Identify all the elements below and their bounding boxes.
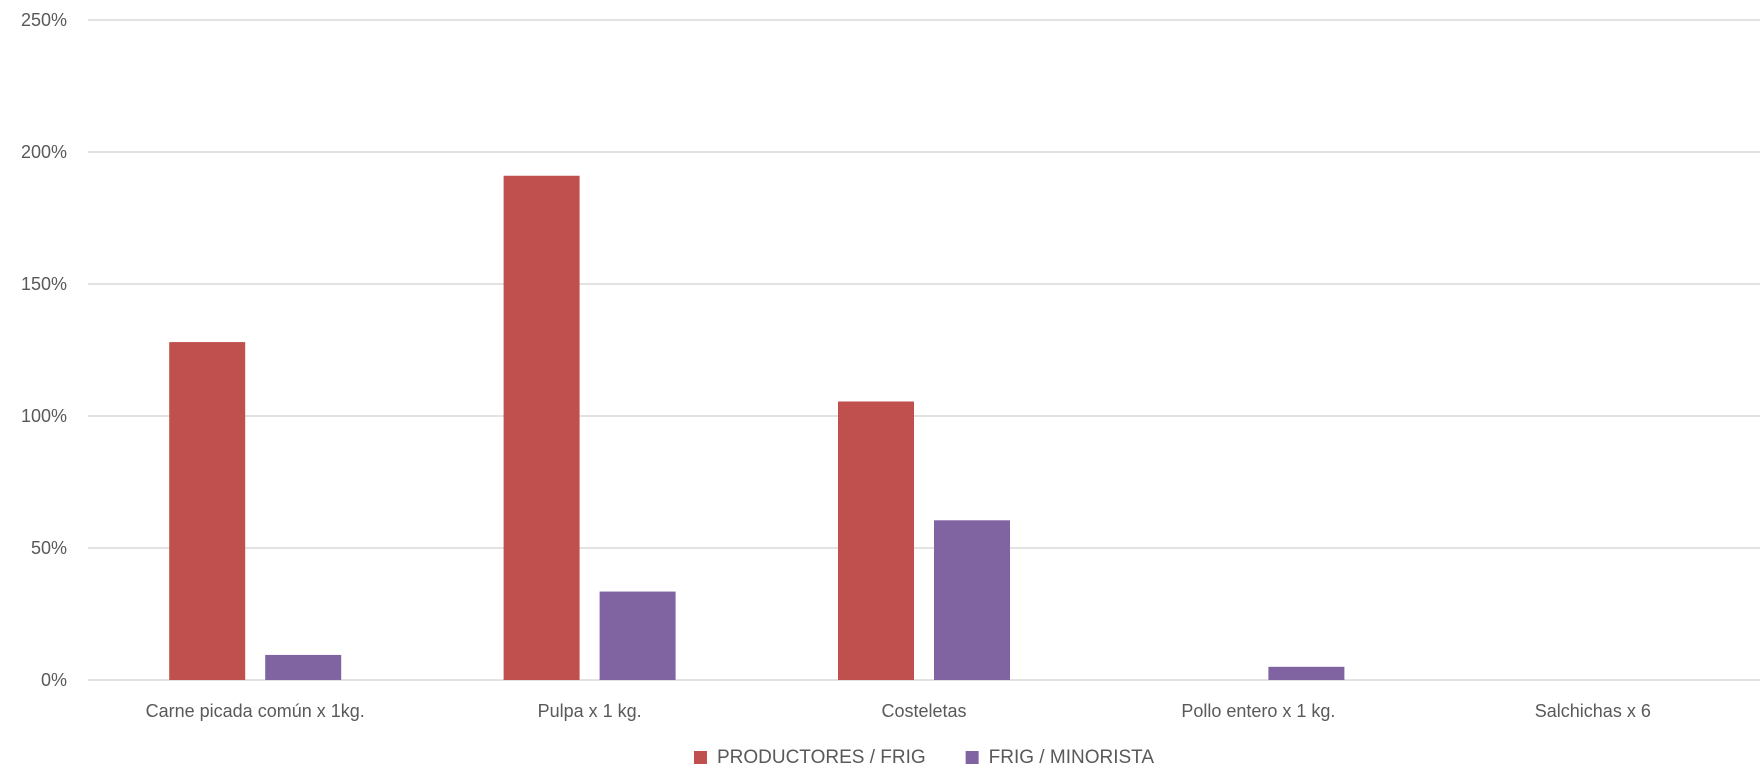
gridlines xyxy=(88,19,1760,681)
y-tick-label: 200% xyxy=(21,142,67,162)
bar xyxy=(265,654,342,680)
y-tick-label: 50% xyxy=(31,538,67,558)
x-axis-category-labels: Carne picada común x 1kg. Pulpa x 1 kg. Co… xyxy=(146,701,1651,721)
bar xyxy=(1268,666,1345,680)
y-tick-label: 100% xyxy=(21,406,67,426)
y-tick-label: 0% xyxy=(41,670,67,690)
bar xyxy=(838,401,914,680)
y-tick-label: 150% xyxy=(21,274,67,294)
bar xyxy=(934,520,1010,680)
x-category-label: Pulpa x 1 kg. xyxy=(538,701,642,721)
x-category-label: Carne picada común x 1kg. xyxy=(146,701,365,721)
bars xyxy=(169,175,1345,680)
x-category-label: Costeletas xyxy=(881,701,966,721)
legend-label: FRIG / MINORISTA xyxy=(989,747,1155,768)
bar xyxy=(503,175,580,680)
legend-label: PRODUCTORES / FRIG xyxy=(717,747,926,768)
x-category-label: Pollo entero x 1 kg. xyxy=(1181,701,1335,721)
legend-swatch xyxy=(693,751,707,764)
legend-swatch xyxy=(965,751,979,764)
y-tick-label: 250% xyxy=(21,10,67,30)
bar xyxy=(169,342,246,680)
y-axis-tick-labels: 0% 50% 100% 150% 200% 250% xyxy=(21,10,67,690)
legend: PRODUCTORES / FRIG FRIG / MINORISTA xyxy=(693,747,1155,768)
bar xyxy=(599,591,676,680)
x-category-label: Salchichas x 6 xyxy=(1535,701,1651,721)
